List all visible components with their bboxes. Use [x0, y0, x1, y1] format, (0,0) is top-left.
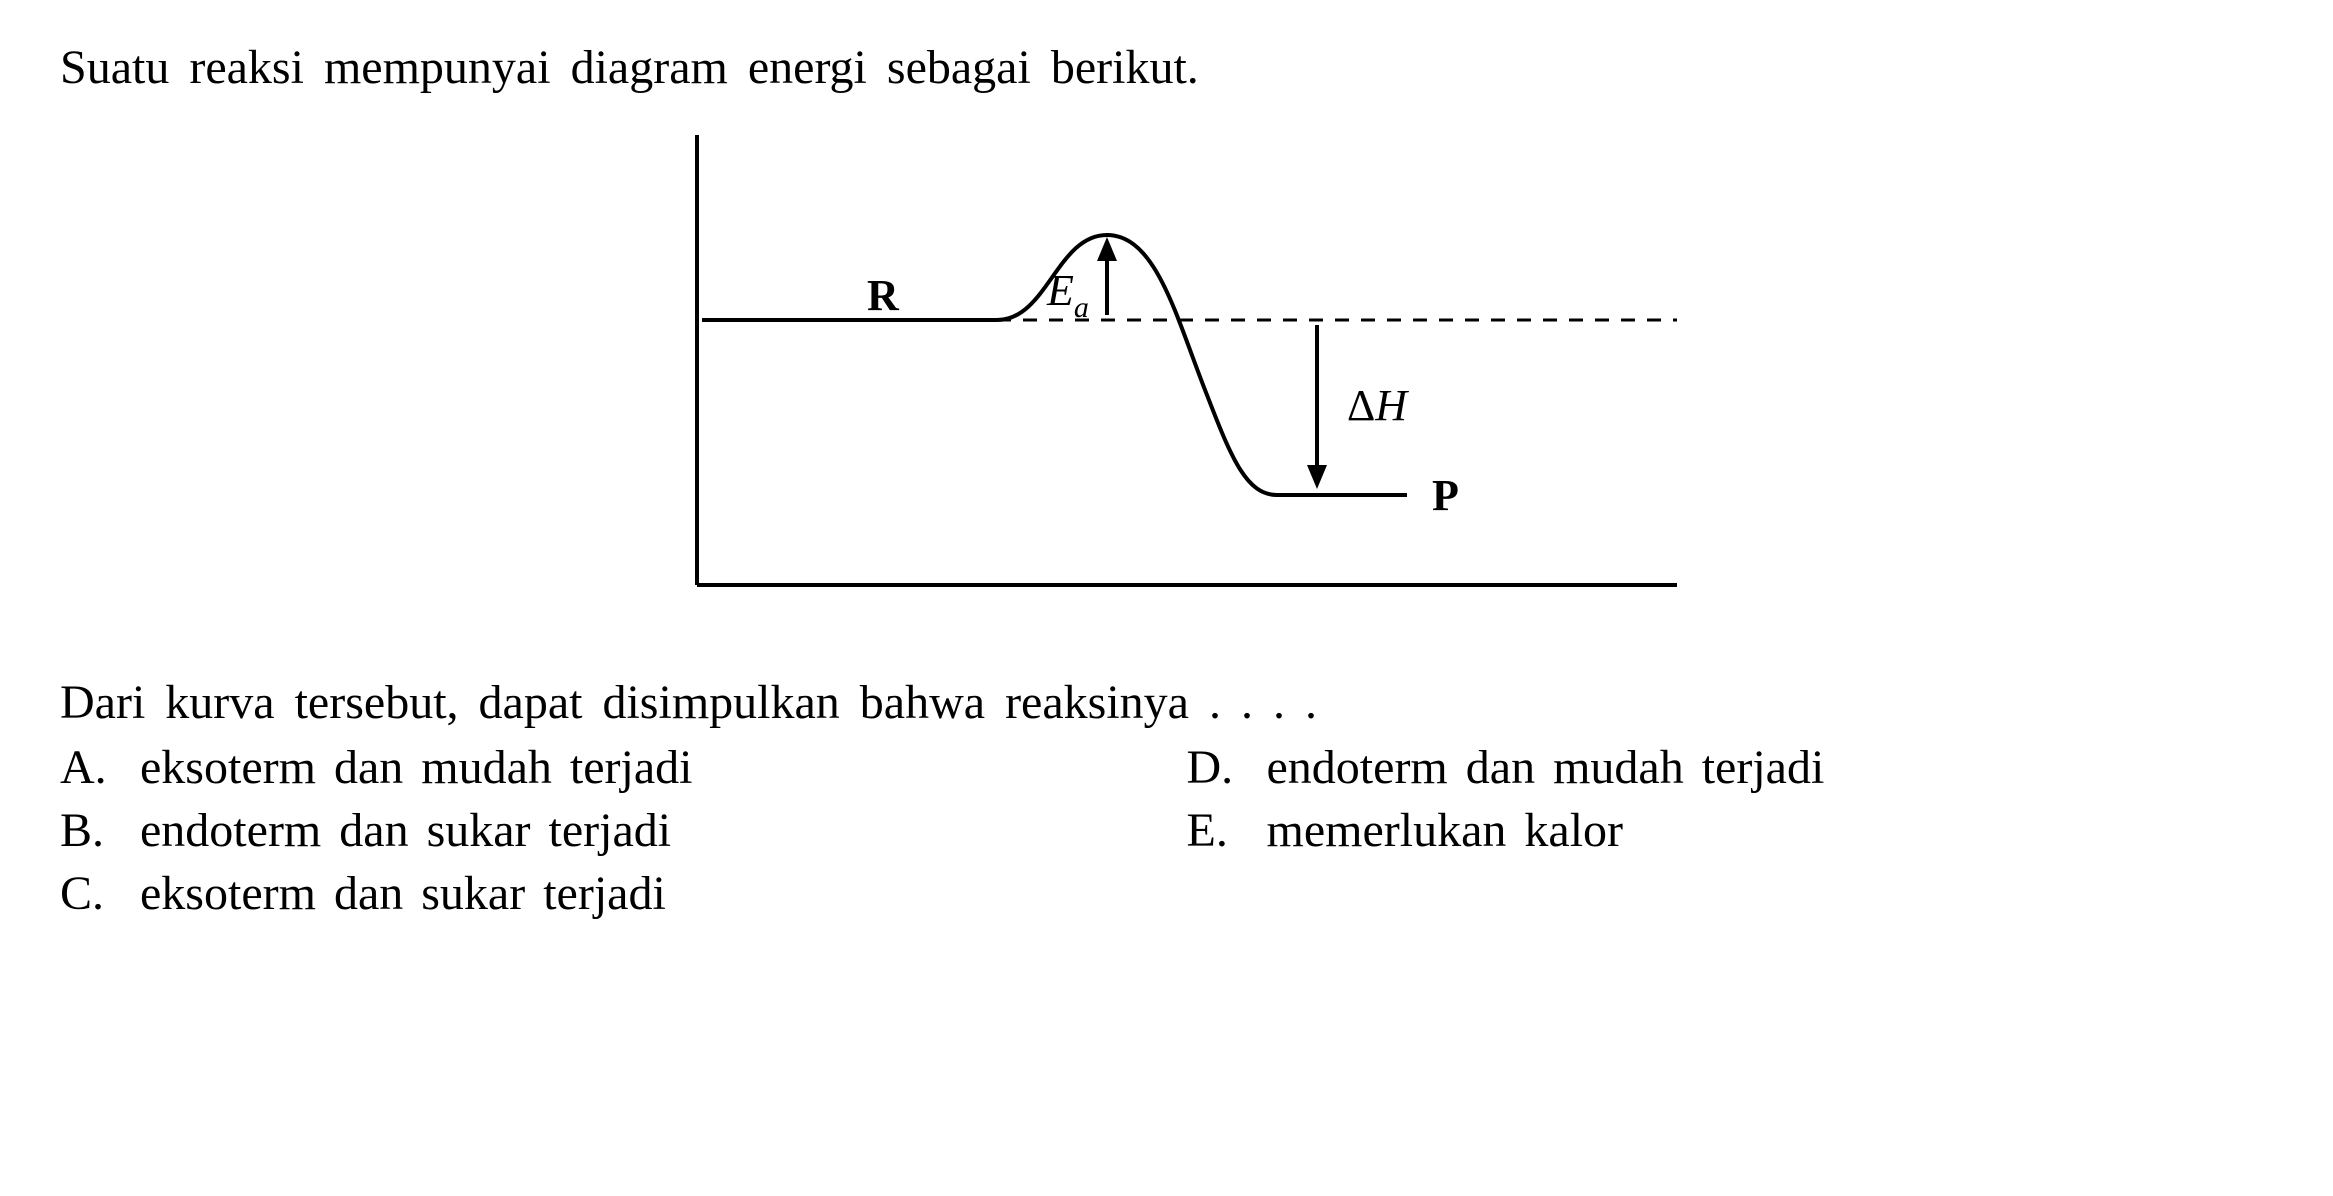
question-conclusion: Dari kurva tersebut, dapat disimpulkan b… — [60, 675, 2273, 730]
option-B: B. endoterm dan sukar terjadi — [60, 803, 1147, 858]
label-Ea: Ea — [1046, 266, 1089, 324]
option-E: E. memerlukan kalor — [1187, 803, 2274, 858]
diagram-container: R Ea ΔH P — [60, 115, 2273, 635]
label-P: P — [1432, 471, 1459, 520]
label-R: R — [867, 271, 900, 320]
energy-diagram: R Ea ΔH P — [617, 115, 1717, 635]
options-grid: A. eksoterm dan mudah terjadi D. endoter… — [60, 740, 2273, 921]
label-deltaH-delta: Δ — [1347, 381, 1375, 430]
question-intro: Suatu reaksi mempunyai diagram energi se… — [60, 40, 2273, 95]
option-A-text: eksoterm dan mudah terjadi — [140, 740, 693, 795]
option-E-letter: E. — [1187, 803, 1267, 858]
option-D-text: endoterm dan mudah terjadi — [1267, 740, 1825, 795]
label-Ea-main: E — [1046, 266, 1074, 315]
option-C-letter: C. — [60, 866, 140, 921]
option-C-text: eksoterm dan sukar terjadi — [140, 866, 666, 921]
label-deltaH: ΔH — [1347, 381, 1409, 430]
option-D: D. endoterm dan mudah terjadi — [1187, 740, 2274, 795]
label-Ea-sub: a — [1073, 291, 1088, 324]
option-C: C. eksoterm dan sukar terjadi — [60, 866, 1147, 921]
option-D-letter: D. — [1187, 740, 1267, 795]
option-A: A. eksoterm dan mudah terjadi — [60, 740, 1147, 795]
option-B-letter: B. — [60, 803, 140, 858]
deltah-arrow-head — [1307, 465, 1327, 489]
option-A-letter: A. — [60, 740, 140, 795]
ea-arrow-head — [1097, 237, 1117, 261]
option-B-text: endoterm dan sukar terjadi — [140, 803, 671, 858]
option-E-text: memerlukan kalor — [1267, 803, 1624, 858]
label-deltaH-H: H — [1374, 381, 1409, 430]
